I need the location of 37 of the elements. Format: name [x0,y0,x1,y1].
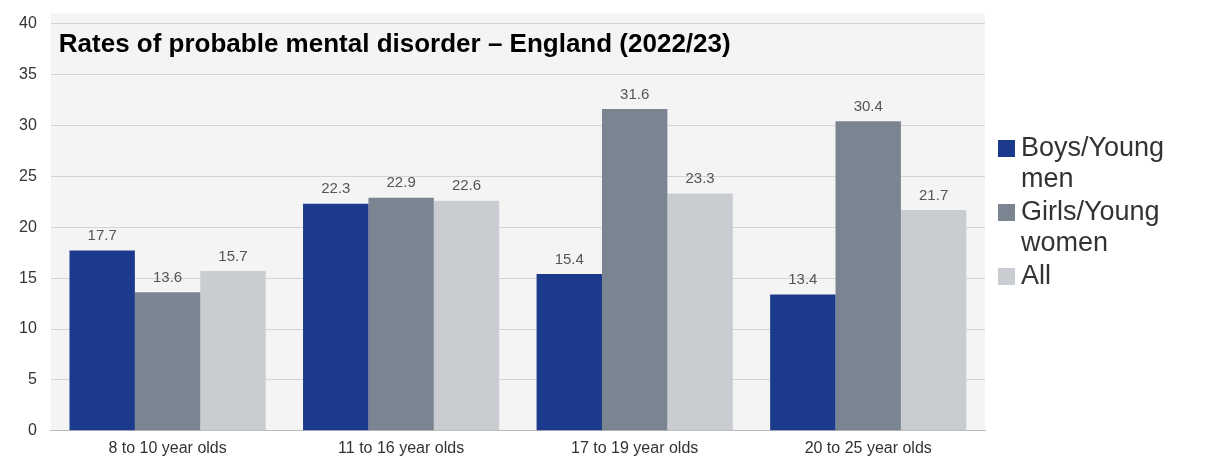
y-tick-label: 0 [27,421,37,439]
x-tick-label: 8 to 10 year olds [108,438,227,456]
bar [368,197,434,431]
bar [134,292,201,431]
data-label: 22.6 [451,176,482,194]
bar [69,250,135,431]
data-label: 31.6 [620,84,650,102]
y-tick-label: 5 [27,370,37,388]
data-label: 13.4 [788,270,818,288]
data-label: 22.9 [386,173,416,191]
y-tick-label: 25 [19,166,37,184]
data-label: 22.3 [321,179,351,197]
legend-label: All [1021,260,1052,291]
data-label: 30.4 [853,96,883,114]
data-label: 15.4 [554,249,584,267]
y-tick-label: 35 [19,64,37,82]
bar [536,274,602,431]
data-label: 13.6 [152,267,183,285]
bar [770,294,836,431]
x-tick-label: 17 to 19 year olds [571,438,699,456]
y-tick-label: 20 [19,217,37,235]
data-label: 15.7 [218,246,248,264]
legend-label: Girls/Young women [1021,196,1161,258]
x-tick-label: 20 to 25 year olds [804,438,932,456]
x-tick-label: 11 to 16 year olds [338,438,465,456]
bar [303,203,369,431]
y-tick-label: 40 [19,14,37,32]
data-label: 23.3 [685,169,715,187]
bar [835,121,901,431]
chart-title: Rates of probable mental disorder – England (2022/23) [58,28,731,59]
data-label: 21.7 [919,185,949,203]
y-tick-label: 30 [19,115,37,133]
bar [601,109,668,431]
legend-label: Boys/Young men [1021,132,1166,194]
y-tick-label: 15 [19,268,37,286]
data-label: 17.7 [87,226,117,244]
y-tick-label: 10 [19,319,37,337]
